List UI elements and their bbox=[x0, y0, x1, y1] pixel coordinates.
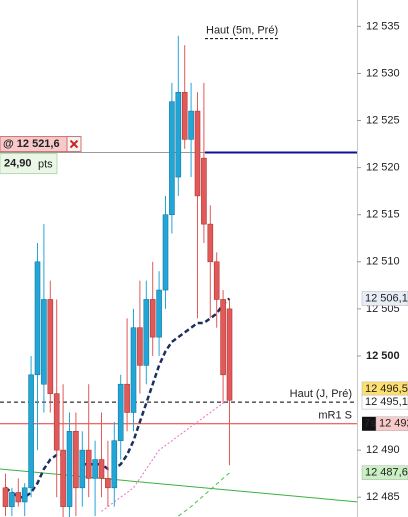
candle-body bbox=[34, 261, 41, 376]
indicator-line bbox=[4, 297, 231, 499]
candle-body bbox=[181, 91, 188, 140]
price-tag-label: 12 487,6 bbox=[365, 467, 408, 479]
candle-body bbox=[156, 289, 162, 338]
close-icon[interactable] bbox=[69, 139, 79, 149]
candle-body bbox=[169, 101, 175, 216]
countdown: 7s bbox=[364, 418, 376, 430]
candle-body bbox=[226, 308, 233, 401]
candle-body bbox=[175, 91, 182, 178]
pnl-box bbox=[0, 153, 58, 175]
candle-body bbox=[149, 299, 156, 338]
candle-body bbox=[105, 478, 111, 489]
y-tick-label: 12 505 bbox=[366, 303, 400, 315]
candle-body bbox=[98, 459, 105, 479]
y-tick-label: 12 530 bbox=[366, 67, 400, 79]
y-tick-label: 12 510 bbox=[366, 256, 400, 268]
candle-body bbox=[117, 383, 124, 442]
pnl-value: 24,90 bbox=[4, 157, 32, 169]
y-tick-label: 12 515 bbox=[366, 209, 400, 221]
candle-body bbox=[73, 431, 79, 489]
candle-body bbox=[137, 327, 143, 366]
candle-body bbox=[162, 214, 169, 291]
candle-body bbox=[47, 299, 54, 394]
countdown-box bbox=[362, 416, 376, 431]
level-label: Haut (J, Pré) bbox=[290, 388, 352, 400]
candle-body bbox=[194, 110, 201, 197]
price-tag bbox=[361, 291, 408, 306]
y-tick-label: 12 520 bbox=[366, 162, 400, 174]
price-tag-label: 12 506,1 bbox=[365, 292, 408, 304]
price-tag bbox=[361, 394, 408, 410]
candle-body bbox=[85, 449, 92, 479]
candle-body bbox=[143, 299, 150, 366]
y-tick-label: 12 535 bbox=[366, 20, 400, 32]
candle-body bbox=[92, 459, 98, 479]
candle-body bbox=[130, 327, 137, 413]
candle-body bbox=[220, 299, 226, 376]
indicator-line bbox=[101, 399, 230, 512]
candle-body bbox=[28, 374, 34, 489]
candle-body bbox=[60, 449, 66, 507]
candle-body bbox=[207, 223, 214, 263]
level-label: Haut (5m, Pré) bbox=[206, 25, 278, 37]
candle-body bbox=[2, 487, 9, 507]
y-tick-label: 12 525 bbox=[366, 114, 400, 126]
price-tag-label: 12 492,8 bbox=[379, 418, 408, 430]
candle-body bbox=[53, 393, 60, 451]
candle-body bbox=[188, 110, 194, 140]
candle-body bbox=[111, 440, 118, 489]
price-tag bbox=[361, 465, 408, 480]
y-tick-label: 12 500 bbox=[366, 350, 400, 362]
price-tag-label: 12 495,1 bbox=[365, 396, 408, 408]
price-tag-label: 12 496,5 bbox=[365, 383, 408, 395]
candle-body bbox=[79, 449, 86, 489]
indicator-line bbox=[178, 472, 230, 517]
pnl-unit: pts bbox=[38, 158, 53, 170]
candle-body bbox=[213, 261, 220, 300]
price-tag bbox=[375, 416, 408, 432]
level-label: mR1 S bbox=[318, 410, 352, 422]
candle-body bbox=[66, 431, 73, 507]
candle-body bbox=[9, 492, 15, 507]
candle-body bbox=[201, 157, 207, 225]
candle-body bbox=[41, 299, 47, 385]
trend-line bbox=[0, 468, 358, 503]
y-tick-label: 12 490 bbox=[366, 444, 400, 456]
order-label: @ 12 521,6 bbox=[3, 138, 60, 150]
y-tick-label: 12 485 bbox=[366, 491, 400, 503]
candle-body bbox=[21, 487, 28, 503]
candle-body bbox=[15, 492, 22, 503]
candle-body bbox=[124, 383, 130, 413]
